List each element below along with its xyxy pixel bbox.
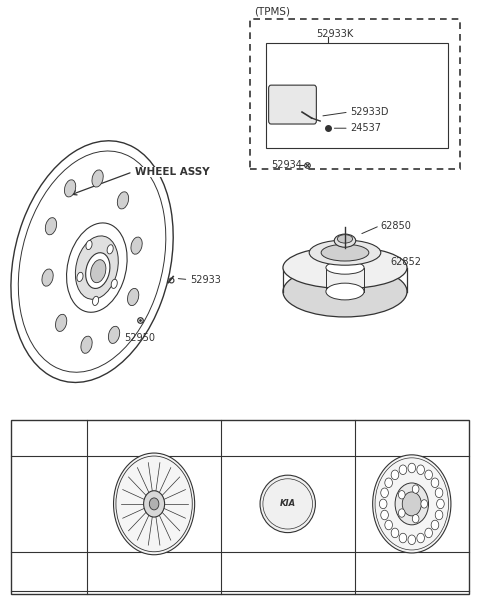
FancyBboxPatch shape (269, 85, 316, 124)
Ellipse shape (131, 237, 142, 254)
Ellipse shape (92, 170, 103, 187)
Ellipse shape (385, 520, 393, 529)
Text: KEY NO.: KEY NO. (28, 433, 70, 442)
Text: ILLUST: ILLUST (32, 499, 66, 508)
Ellipse shape (381, 488, 388, 498)
Ellipse shape (117, 192, 129, 209)
Ellipse shape (412, 514, 419, 523)
Ellipse shape (91, 260, 106, 282)
Ellipse shape (435, 510, 443, 520)
Ellipse shape (412, 485, 419, 493)
Ellipse shape (107, 245, 113, 254)
Text: 52910F: 52910F (395, 433, 429, 442)
Ellipse shape (64, 180, 76, 197)
Text: 52910-C1930: 52910-C1930 (384, 567, 440, 576)
Ellipse shape (93, 296, 98, 305)
Ellipse shape (421, 499, 428, 508)
Ellipse shape (114, 453, 195, 555)
Ellipse shape (391, 470, 399, 480)
FancyBboxPatch shape (250, 19, 459, 169)
Text: 62850: 62850 (381, 221, 412, 231)
Ellipse shape (431, 520, 439, 529)
Ellipse shape (77, 272, 83, 281)
Ellipse shape (425, 470, 432, 480)
Ellipse shape (399, 533, 407, 543)
Ellipse shape (408, 535, 416, 545)
Ellipse shape (381, 510, 388, 520)
Ellipse shape (379, 499, 387, 508)
Text: KIA: KIA (280, 499, 296, 508)
Ellipse shape (42, 269, 53, 286)
Ellipse shape (431, 478, 439, 487)
Text: 24537: 24537 (350, 123, 381, 133)
Ellipse shape (435, 488, 443, 498)
Ellipse shape (260, 475, 315, 532)
Ellipse shape (398, 490, 405, 499)
Ellipse shape (334, 234, 356, 247)
Ellipse shape (391, 528, 399, 538)
Text: 62852: 62852 (390, 257, 421, 267)
Text: P/NO: P/NO (36, 567, 62, 576)
Ellipse shape (398, 509, 405, 517)
Text: 52950: 52950 (124, 334, 156, 343)
Text: 52960: 52960 (274, 433, 302, 442)
Ellipse shape (337, 235, 353, 243)
Ellipse shape (111, 279, 117, 288)
Ellipse shape (437, 499, 444, 508)
Ellipse shape (108, 326, 120, 343)
Text: 52960-3W200: 52960-3W200 (258, 567, 317, 576)
Ellipse shape (85, 252, 110, 288)
Ellipse shape (408, 463, 416, 473)
Ellipse shape (86, 240, 92, 249)
Ellipse shape (81, 336, 92, 353)
Ellipse shape (402, 492, 421, 516)
Ellipse shape (149, 498, 159, 510)
Text: (TPMS): (TPMS) (254, 7, 290, 16)
Ellipse shape (18, 151, 166, 372)
Text: 52910-F6210: 52910-F6210 (126, 567, 182, 576)
Ellipse shape (326, 283, 364, 300)
Ellipse shape (309, 240, 381, 265)
Text: WHEEL ASSY: WHEEL ASSY (135, 167, 210, 177)
Ellipse shape (56, 314, 67, 332)
Ellipse shape (385, 478, 393, 487)
Ellipse shape (321, 244, 369, 261)
Ellipse shape (283, 246, 407, 288)
Ellipse shape (11, 141, 173, 382)
Text: 52933: 52933 (190, 275, 221, 284)
Ellipse shape (144, 491, 165, 517)
Text: 52934: 52934 (271, 160, 302, 169)
Bar (11, 420, 469, 594)
Ellipse shape (399, 465, 407, 475)
Text: 52910B: 52910B (137, 433, 171, 442)
Bar (266, 43, 447, 148)
Ellipse shape (45, 218, 57, 235)
Ellipse shape (417, 465, 424, 475)
Ellipse shape (67, 223, 127, 313)
Text: 52933K: 52933K (316, 29, 354, 39)
Ellipse shape (283, 266, 407, 317)
Ellipse shape (128, 288, 139, 305)
Ellipse shape (417, 533, 424, 543)
Ellipse shape (372, 455, 451, 553)
Ellipse shape (395, 483, 429, 525)
Text: 52933D: 52933D (350, 107, 388, 117)
Ellipse shape (75, 236, 118, 299)
Ellipse shape (326, 261, 364, 274)
Ellipse shape (425, 528, 432, 538)
